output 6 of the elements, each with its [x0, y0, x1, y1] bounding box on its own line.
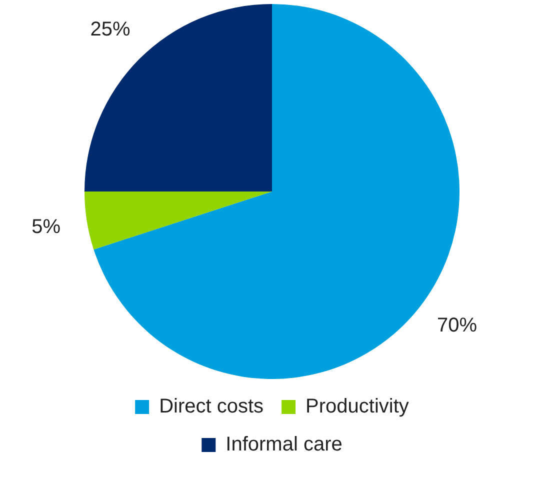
data-label: 70% [437, 314, 478, 336]
legend-label: Productivity [306, 396, 409, 418]
legend-label: Direct costs [159, 396, 264, 418]
data-label: 5% [32, 216, 61, 238]
data-label: 25% [90, 18, 130, 40]
legend-label: Informal care [226, 434, 342, 456]
